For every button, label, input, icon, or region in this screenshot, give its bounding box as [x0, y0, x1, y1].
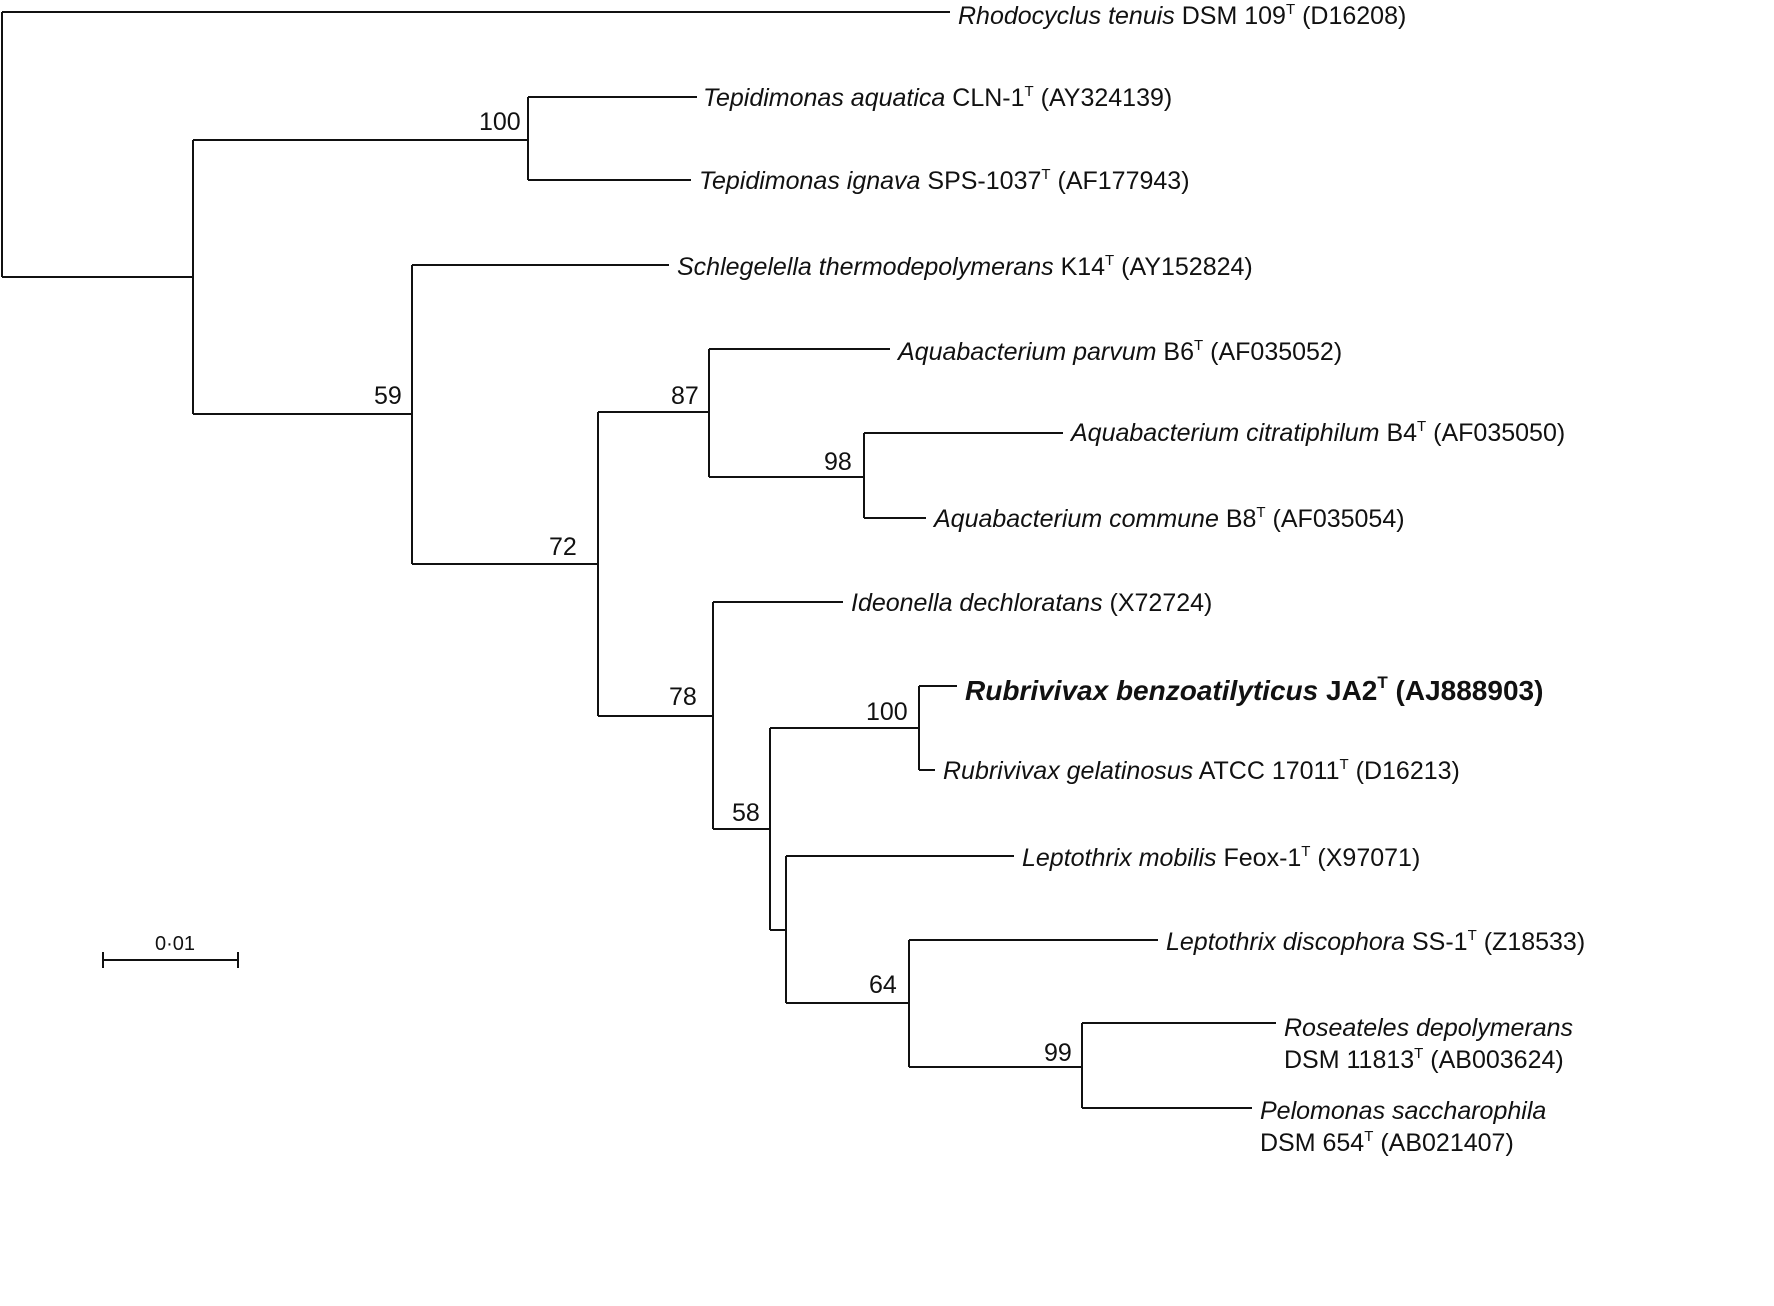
- accession: (AB021407): [1380, 1129, 1514, 1157]
- taxon-label-rubrivivax-gelatinosus: Rubrivivax gelatinosus ATCC 17011T (D162…: [943, 756, 1460, 786]
- taxon-label-ideonella: Ideonella dechloratans (X72724): [851, 588, 1212, 618]
- accession: (D16213): [1355, 757, 1460, 785]
- species-name: Tepidimonas aquatica: [703, 84, 946, 112]
- bootstrap-value: 78: [669, 683, 697, 711]
- strain: Feox-1: [1223, 844, 1302, 872]
- taxon-label-aquabacterium-commune: Aquabacterium commune B8T (AF035054): [934, 504, 1405, 534]
- strain: DSM 654: [1260, 1129, 1365, 1157]
- accession: (AY324139): [1040, 84, 1173, 112]
- type-strain-mark: T: [1377, 673, 1388, 692]
- type-strain-mark: T: [1194, 337, 1204, 354]
- species-name: Tepidimonas ignava: [699, 167, 921, 195]
- bootstrap-value: 72: [549, 533, 577, 561]
- accession: (AJ888903): [1395, 675, 1544, 706]
- strain: B8: [1225, 505, 1257, 533]
- species-name: Aquabacterium commune: [934, 505, 1219, 533]
- bootstrap-value: 100: [866, 698, 908, 726]
- bootstrap-value: 87: [671, 382, 699, 410]
- strain: JA2: [1326, 675, 1378, 706]
- species-name: Schlegelella thermodepolymerans: [677, 253, 1054, 281]
- accession: (Z18533): [1483, 928, 1586, 956]
- type-strain-mark: T: [1417, 418, 1427, 435]
- strain: DSM 11813: [1284, 1046, 1415, 1074]
- species-name: Leptothrix discophora: [1166, 928, 1406, 956]
- taxon-label-aquabacterium-citratiphilum: Aquabacterium citratiphilum B4T (AF03505…: [1071, 418, 1565, 448]
- scale-bar-label: 0·01: [155, 933, 196, 955]
- species-name: Rubrivivax gelatinosus: [943, 757, 1194, 785]
- accession: (AF035050): [1433, 419, 1566, 447]
- bootstrap-value: 99: [1044, 1039, 1072, 1067]
- strain: B6: [1163, 338, 1195, 366]
- accession: (D16208): [1302, 2, 1407, 30]
- taxon-label-roseateles: Roseateles depolymerans DSM 11813T (AB00…: [1284, 1012, 1573, 1076]
- accession: (X97071): [1317, 844, 1421, 872]
- taxon-label-tepidimonas-aquatica: Tepidimonas aquatica CLN-1T (AY324139): [703, 83, 1172, 113]
- type-strain-mark: T: [1339, 756, 1349, 773]
- species-name: Rubrivivax benzoatilyticus: [965, 675, 1319, 706]
- bootstrap-value: 59: [374, 382, 402, 410]
- taxon-label-schlegelella: Schlegelella thermodepolymerans K14T (AY…: [677, 252, 1253, 282]
- species-name: Aquabacterium citratiphilum: [1071, 419, 1380, 447]
- strain: SS-1: [1412, 928, 1468, 956]
- type-strain-mark: T: [1256, 504, 1266, 521]
- accession: (AF035052): [1210, 338, 1343, 366]
- strain: ATCC 17011: [1198, 757, 1340, 785]
- type-strain-mark: T: [1301, 843, 1311, 860]
- type-strain-mark: T: [1105, 252, 1115, 269]
- accession: (AF177943): [1057, 167, 1190, 195]
- taxon-label-rubrivivax-benzoatilyticus: Rubrivivax benzoatilyticus JA2T (AJ88890…: [965, 673, 1544, 706]
- species-name: Pelomonas saccharophila: [1260, 1097, 1547, 1125]
- type-strain-mark: T: [1364, 1128, 1374, 1145]
- type-strain-mark: T: [1024, 83, 1034, 100]
- bootstrap-value: 98: [824, 448, 852, 476]
- accession: (X72724): [1109, 589, 1213, 617]
- strain: K14: [1060, 253, 1106, 281]
- bootstrap-value: 64: [869, 971, 897, 999]
- strain: SPS-1037: [927, 167, 1042, 195]
- taxon-label-aquabacterium-parvum: Aquabacterium parvum B6T (AF035052): [898, 337, 1342, 367]
- type-strain-mark: T: [1467, 927, 1477, 944]
- bootstrap-value: 100: [479, 108, 521, 136]
- type-strain-mark: T: [1041, 166, 1051, 183]
- strain: CLN-1: [952, 84, 1025, 112]
- species-name: Roseateles depolymerans: [1284, 1014, 1574, 1042]
- species-name: Rhodocyclus tenuis: [958, 2, 1175, 30]
- strain: DSM 109: [1181, 2, 1286, 30]
- bootstrap-value: 58: [732, 799, 760, 827]
- accession: (AB003624): [1430, 1046, 1564, 1074]
- accession: (AF035054): [1272, 505, 1405, 533]
- type-strain-mark: T: [1414, 1045, 1424, 1062]
- species-name: Ideonella dechloratans: [851, 589, 1103, 617]
- taxon-label-leptothrix-mobilis: Leptothrix mobilis Feox-1T (X97071): [1022, 843, 1420, 873]
- taxon-label-rhodocyclus: Rhodocyclus tenuis DSM 109T (D16208): [958, 1, 1406, 31]
- species-name: Leptothrix mobilis: [1022, 844, 1217, 872]
- strain: B4: [1386, 419, 1418, 447]
- accession: (AY152824): [1121, 253, 1253, 281]
- taxon-label-tepidimonas-ignava: Tepidimonas ignava SPS-1037T (AF177943): [699, 166, 1190, 196]
- taxon-label-pelomonas: Pelomonas saccharophila DSM 654T (AB0214…: [1260, 1095, 1546, 1159]
- taxon-label-leptothrix-discophora: Leptothrix discophora SS-1T (Z18533): [1166, 927, 1585, 957]
- species-name: Aquabacterium parvum: [898, 338, 1157, 366]
- type-strain-mark: T: [1285, 1, 1296, 18]
